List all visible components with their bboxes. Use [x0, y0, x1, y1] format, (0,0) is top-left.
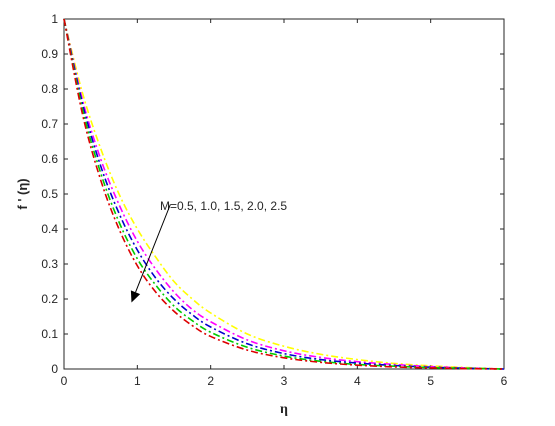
- y-tick-label: 0.5: [41, 187, 58, 201]
- y-tick-label: 0.8: [41, 82, 58, 96]
- y-tick-label: 1: [51, 12, 58, 26]
- series-line-5: [63, 18, 505, 370]
- x-axis-title: η: [280, 402, 288, 417]
- x-tick-label: 3: [281, 374, 288, 388]
- y-axis-title: f ' (η): [15, 178, 30, 209]
- x-tick-label: 5: [427, 374, 434, 388]
- y-tick-label: 0.9: [41, 47, 58, 61]
- x-tick-label: 4: [354, 374, 361, 388]
- series-line-1: [63, 18, 505, 370]
- annotation-text: M=0.5, 1.0, 1.5, 2.0, 2.5: [160, 199, 287, 213]
- plot-area-frame: [63, 18, 505, 370]
- series-line-3: [63, 18, 505, 370]
- annotation: M=0.5, 1.0, 1.5, 2.0, 2.5: [130, 199, 287, 303]
- annotation-arrow: [135, 204, 171, 293]
- y-tick-label: 0.7: [41, 117, 58, 131]
- series-line-2: [63, 18, 505, 370]
- x-tick-label: 6: [501, 374, 508, 388]
- y-tick-label: 0.2: [41, 292, 58, 306]
- series-line-4: [63, 18, 505, 370]
- y-axis-ticks: 0 0.1 0.2 0.3 0.4 0.5 0.6 0.7 0.8 0.9 1: [41, 12, 504, 376]
- y-tick-label: 0.6: [41, 152, 58, 166]
- annotation-arrowhead: [130, 290, 141, 303]
- x-tick-label: 1: [134, 374, 141, 388]
- y-tick-label: 0.4: [41, 222, 58, 236]
- x-tick-label: 0: [61, 374, 68, 388]
- y-tick-label: 0.1: [41, 327, 58, 341]
- x-tick-label: 2: [207, 374, 214, 388]
- y-tick-label: 0: [51, 362, 58, 376]
- series-lines: [63, 18, 505, 370]
- y-tick-label: 0.3: [41, 257, 58, 271]
- x-axis-ticks: 0 1 2 3 4 5 6: [61, 19, 508, 388]
